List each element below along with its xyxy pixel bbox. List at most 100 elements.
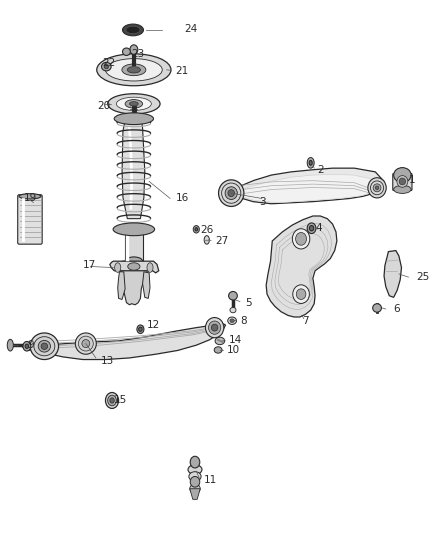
Text: 16: 16 <box>175 193 189 204</box>
Ellipse shape <box>189 472 201 481</box>
Ellipse shape <box>114 113 153 125</box>
Ellipse shape <box>208 321 221 334</box>
Ellipse shape <box>110 398 114 403</box>
Ellipse shape <box>147 263 153 272</box>
Text: 12: 12 <box>147 320 160 330</box>
Ellipse shape <box>25 344 28 349</box>
Ellipse shape <box>123 24 144 36</box>
Text: 25: 25 <box>417 272 430 282</box>
Polygon shape <box>143 272 150 298</box>
Ellipse shape <box>309 160 312 165</box>
Text: 7: 7 <box>302 316 309 326</box>
Text: 15: 15 <box>114 395 127 406</box>
Ellipse shape <box>106 392 119 408</box>
Ellipse shape <box>30 333 59 360</box>
Text: 26: 26 <box>201 225 214 236</box>
Polygon shape <box>223 168 384 204</box>
Text: 4: 4 <box>316 223 322 233</box>
Ellipse shape <box>375 186 379 190</box>
Text: 11: 11 <box>204 475 217 485</box>
FancyBboxPatch shape <box>18 195 42 244</box>
Text: 5: 5 <box>245 297 252 308</box>
Text: 23: 23 <box>132 49 145 59</box>
Ellipse shape <box>190 484 200 494</box>
Ellipse shape <box>122 64 146 76</box>
Text: 9: 9 <box>27 340 34 350</box>
Text: 17: 17 <box>83 261 96 270</box>
Ellipse shape <box>296 232 307 245</box>
FancyBboxPatch shape <box>393 173 412 190</box>
Ellipse shape <box>219 180 244 206</box>
Ellipse shape <box>97 54 171 86</box>
Text: 20: 20 <box>98 101 111 111</box>
Text: 3: 3 <box>259 197 266 207</box>
Polygon shape <box>266 216 337 317</box>
Polygon shape <box>121 261 147 305</box>
Ellipse shape <box>139 327 142 332</box>
Ellipse shape <box>19 193 41 199</box>
Ellipse shape <box>394 167 411 182</box>
Ellipse shape <box>106 59 162 81</box>
Ellipse shape <box>309 225 314 231</box>
Ellipse shape <box>75 333 96 354</box>
Polygon shape <box>125 229 143 261</box>
Polygon shape <box>384 251 402 297</box>
Ellipse shape <box>225 187 237 199</box>
Ellipse shape <box>373 304 381 312</box>
Ellipse shape <box>125 257 143 265</box>
Ellipse shape <box>128 263 140 270</box>
Ellipse shape <box>113 223 155 236</box>
Ellipse shape <box>41 343 48 350</box>
Ellipse shape <box>38 341 50 352</box>
Ellipse shape <box>7 340 13 351</box>
Ellipse shape <box>228 190 234 197</box>
Ellipse shape <box>195 228 198 231</box>
Ellipse shape <box>115 263 121 272</box>
Ellipse shape <box>222 183 241 203</box>
Ellipse shape <box>78 336 93 351</box>
Ellipse shape <box>230 308 236 313</box>
Ellipse shape <box>34 337 55 356</box>
Text: 2: 2 <box>317 165 324 175</box>
Text: 10: 10 <box>227 345 240 355</box>
Ellipse shape <box>130 102 138 106</box>
Ellipse shape <box>127 67 141 73</box>
Polygon shape <box>110 261 159 273</box>
Polygon shape <box>234 174 377 203</box>
Ellipse shape <box>204 236 209 244</box>
Ellipse shape <box>125 225 143 233</box>
Ellipse shape <box>397 175 408 187</box>
Text: 13: 13 <box>101 356 114 366</box>
Text: 21: 21 <box>175 66 189 76</box>
Ellipse shape <box>215 337 225 345</box>
Ellipse shape <box>373 184 381 192</box>
Ellipse shape <box>137 325 144 334</box>
Ellipse shape <box>102 62 111 71</box>
Ellipse shape <box>228 317 237 325</box>
Ellipse shape <box>123 48 131 55</box>
Text: 19: 19 <box>23 193 37 204</box>
Ellipse shape <box>399 178 406 185</box>
Polygon shape <box>22 324 226 360</box>
Ellipse shape <box>108 395 117 406</box>
Ellipse shape <box>108 94 160 114</box>
Ellipse shape <box>307 158 314 168</box>
Text: 22: 22 <box>102 58 115 68</box>
Text: 6: 6 <box>393 304 399 314</box>
Ellipse shape <box>230 319 234 322</box>
Ellipse shape <box>126 26 140 34</box>
Ellipse shape <box>193 225 199 233</box>
Ellipse shape <box>212 324 218 331</box>
Text: 24: 24 <box>184 25 198 35</box>
Text: 1: 1 <box>409 175 416 185</box>
Ellipse shape <box>205 318 224 338</box>
Ellipse shape <box>117 97 151 110</box>
Ellipse shape <box>368 177 386 198</box>
Ellipse shape <box>188 465 202 474</box>
Ellipse shape <box>371 181 384 195</box>
Ellipse shape <box>307 223 316 233</box>
Ellipse shape <box>293 285 309 303</box>
Ellipse shape <box>104 64 109 69</box>
Text: 14: 14 <box>229 335 242 345</box>
Polygon shape <box>122 118 145 219</box>
